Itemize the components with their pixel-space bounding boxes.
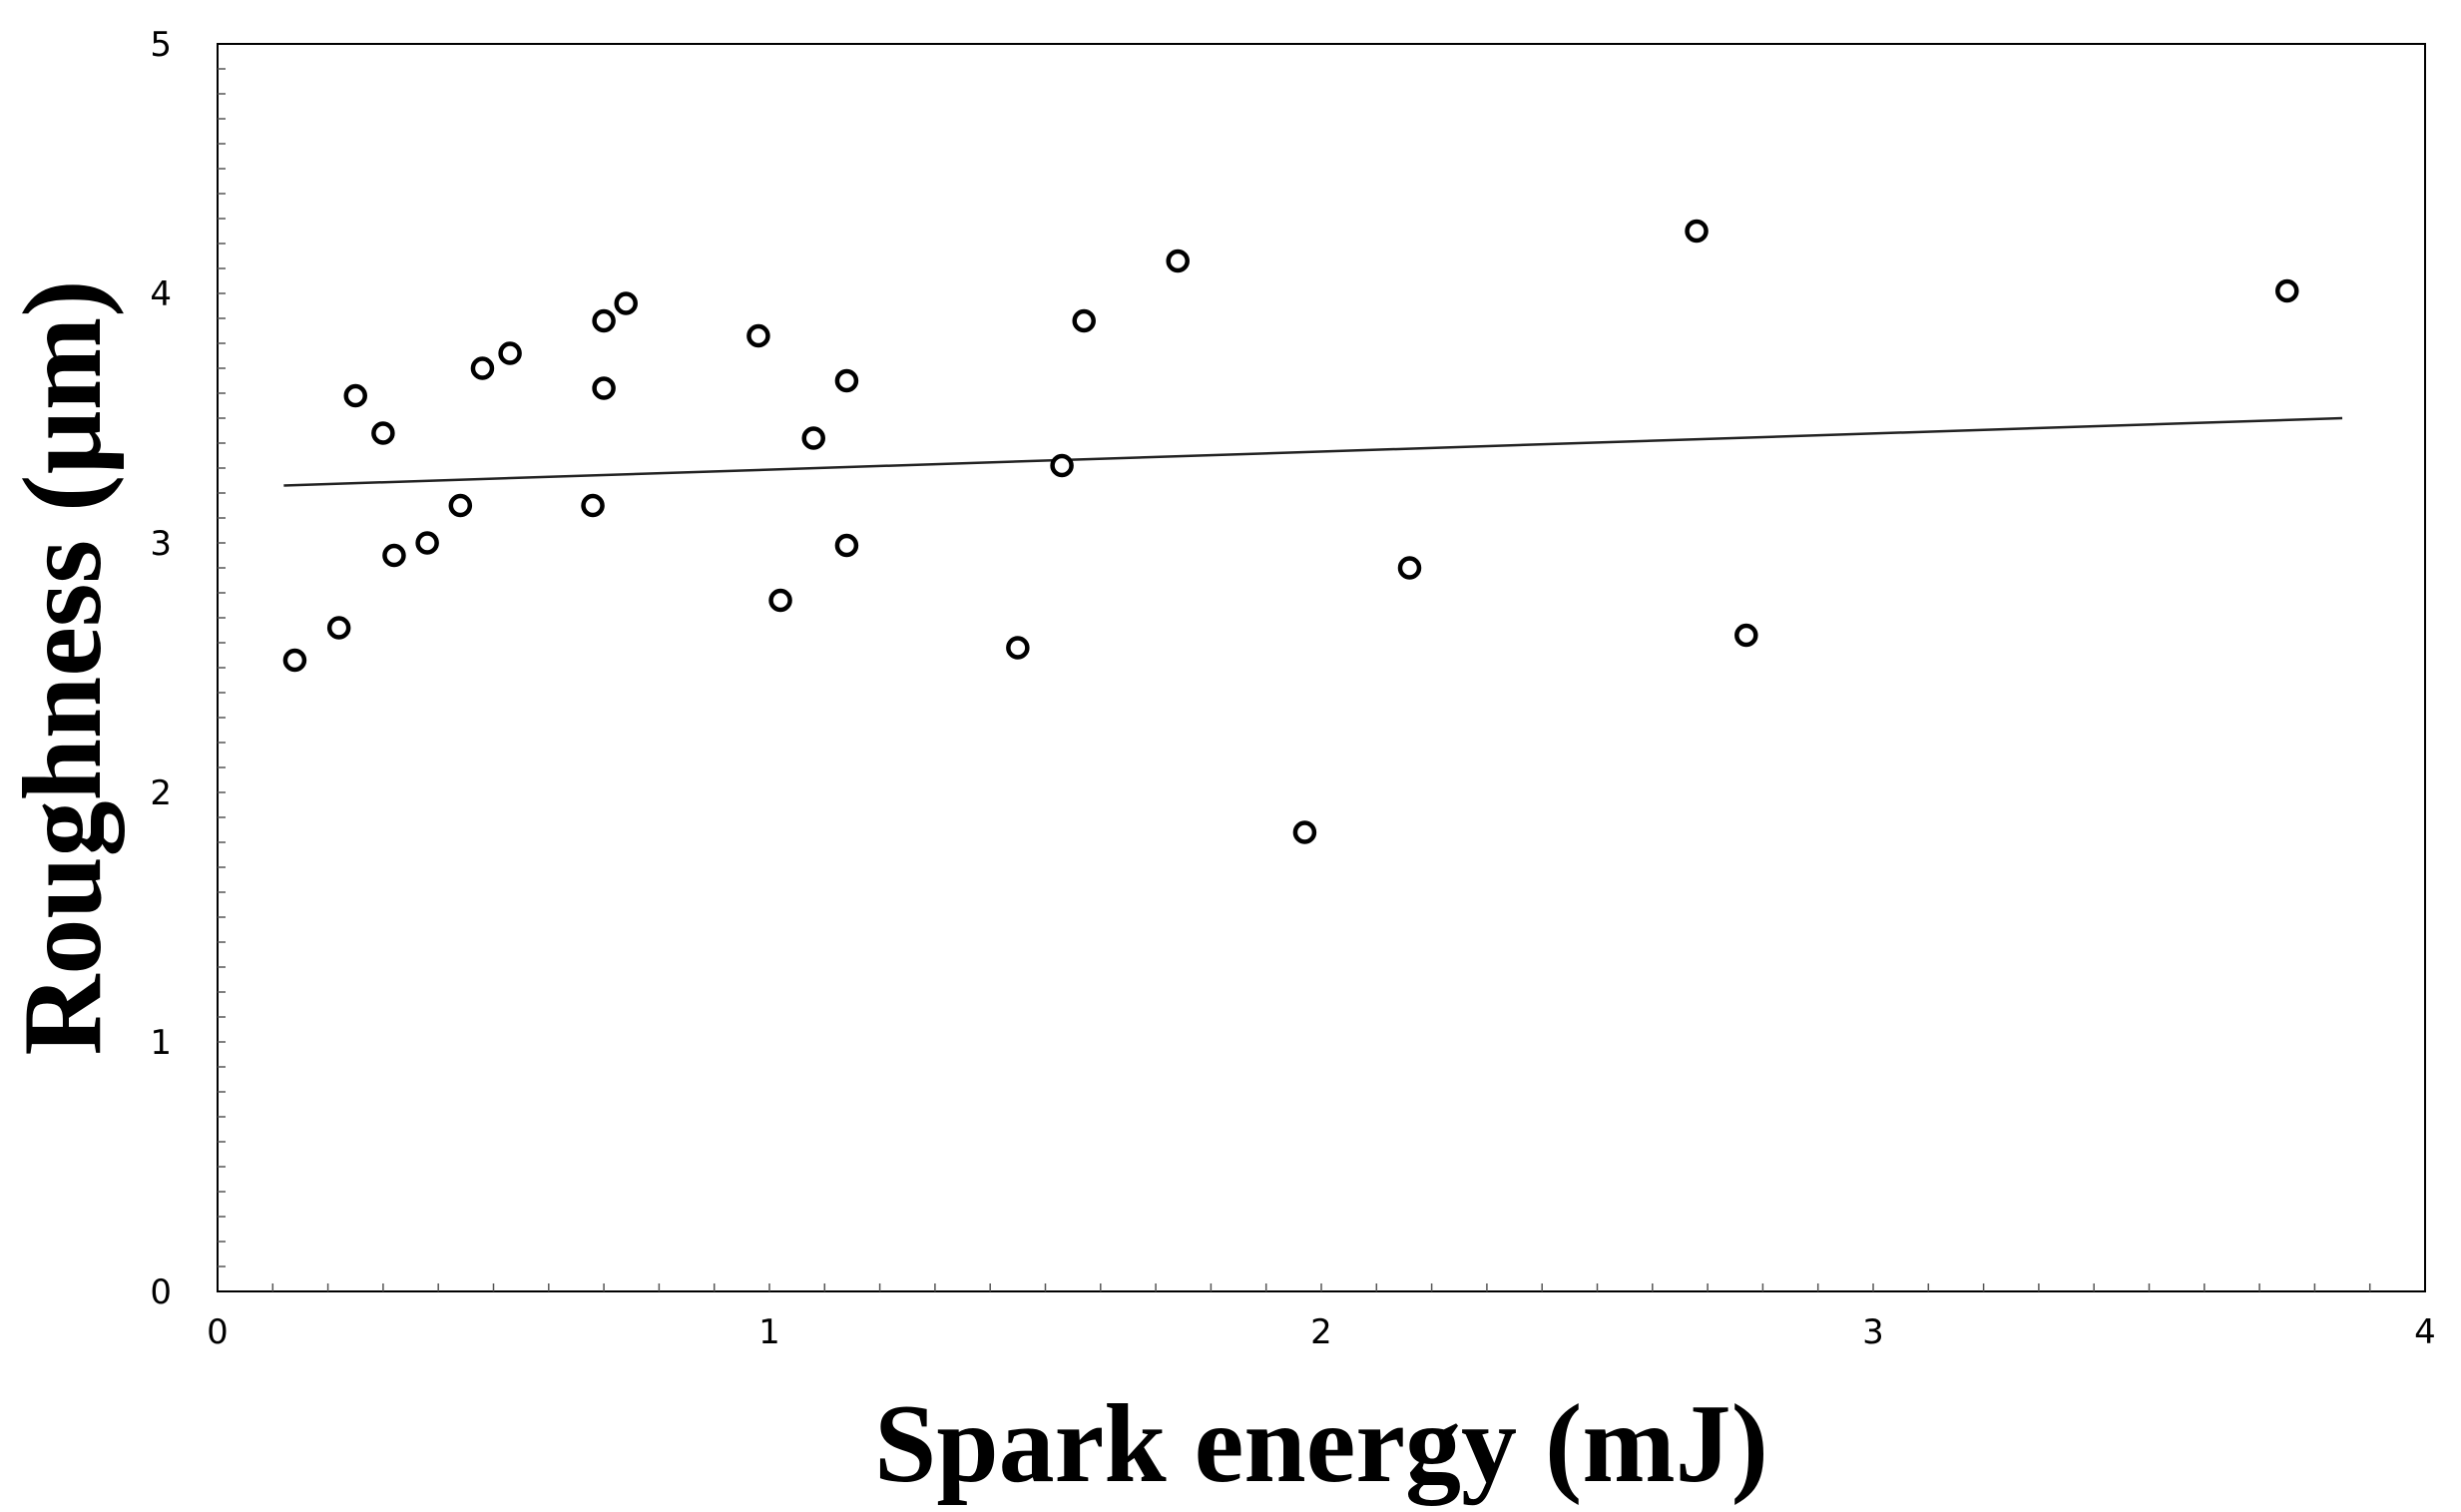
data-point	[1050, 453, 1074, 478]
x-tick-label: 2	[1310, 1312, 1332, 1352]
y-tick-label: 0	[150, 1272, 172, 1312]
x-tick-labels: 0 1 2 3 4	[207, 1312, 2436, 1352]
data-point	[2275, 278, 2299, 303]
data-point	[581, 493, 605, 518]
data-point	[834, 368, 859, 393]
y-tick-label: 4	[150, 274, 172, 314]
y-tick-label: 2	[150, 773, 172, 813]
data-point	[1072, 308, 1096, 333]
x-tick-label: 4	[2414, 1312, 2436, 1352]
trendline	[283, 416, 2343, 487]
data-point	[592, 376, 616, 400]
data-point	[326, 616, 351, 640]
data-point	[343, 383, 367, 408]
data-point	[801, 426, 825, 450]
y-tick-label: 3	[150, 524, 172, 564]
data-point	[371, 421, 395, 445]
data-point	[1006, 636, 1030, 660]
data-point	[470, 356, 495, 380]
data-point	[415, 531, 439, 555]
data-point	[282, 648, 307, 673]
y-tick-labels: 0 1 2 3 4 5	[150, 25, 172, 1312]
minor-ticks	[218, 68, 2371, 1291]
y-tick-label: 1	[150, 1023, 172, 1063]
x-tick-label: 1	[758, 1312, 780, 1352]
y-axis-title: Roughness (µm)	[1, 279, 125, 1055]
data-point	[1685, 219, 1709, 244]
y-tick-label: 5	[150, 25, 172, 65]
x-tick-label: 3	[1862, 1312, 1884, 1352]
data-point	[1292, 820, 1317, 844]
data-point	[834, 533, 859, 558]
data-point	[614, 291, 638, 315]
x-tick-label: 0	[207, 1312, 229, 1352]
data-point	[1166, 249, 1190, 273]
data-point	[768, 588, 792, 613]
data-point	[592, 308, 616, 333]
data-point	[448, 493, 473, 518]
data-point	[1397, 556, 1422, 580]
data-point	[1734, 623, 1758, 648]
data-points	[282, 219, 2299, 844]
data-point	[746, 323, 770, 348]
data-point	[498, 341, 522, 365]
x-axis-title: Spark energy (mJ)	[874, 1382, 1768, 1506]
data-point	[382, 543, 406, 568]
plot-frame	[217, 43, 2426, 1292]
